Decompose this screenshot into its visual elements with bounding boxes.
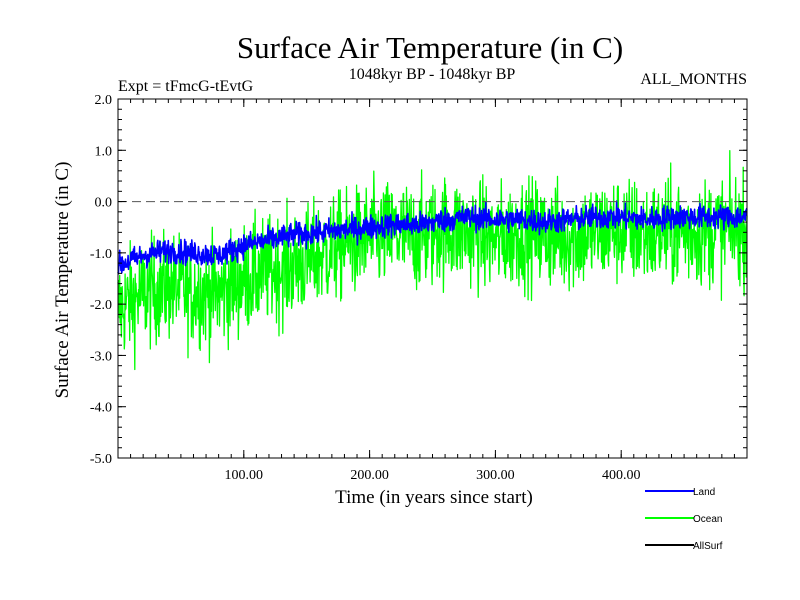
plot-area: 2.0 1.0 0.0 -1.0 -2.0 -3.0 -4.0 -5.0 100.00 200.0… (90, 93, 748, 483)
y-tick-label: 2.0 (95, 93, 113, 108)
y-tick-label: -3.0 (90, 349, 112, 364)
x-axis-label: Time (in years since start) (335, 487, 533, 508)
legend-allsurf-label: AllSurf (693, 541, 723, 552)
y-tick-label: -5.0 (90, 452, 112, 467)
y-axis-label: Surface Air Temperature (in C) (52, 162, 73, 399)
period-label: 1048kyr BP - 1048kyr BP (349, 66, 516, 83)
y-tick-label: -1.0 (90, 247, 112, 262)
chart-title: Surface Air Temperature (in C) (237, 30, 623, 65)
axis-ticks: 2.0 1.0 0.0 -1.0 -2.0 -3.0 -4.0 -5.0 100.00 200.0… (90, 93, 747, 483)
series-line-ocean (117, 200, 748, 275)
x-tick-label: 100.00 (225, 468, 264, 483)
series-ocean (117, 200, 748, 275)
experiment-label: Expt = tFmcG-tEvtG (118, 78, 254, 95)
y-tick-label: 0.0 (95, 196, 113, 211)
x-tick-label: 200.00 (350, 468, 389, 483)
y-tick-label: 1.0 (95, 144, 113, 159)
y-tick-label: -4.0 (90, 401, 112, 416)
x-tick-label: 300.00 (476, 468, 515, 483)
x-tick-label: 400.00 (602, 468, 641, 483)
legend: Land Ocean AllSurf (645, 487, 723, 552)
legend-ocean-label: Land (693, 487, 715, 498)
y-tick-label: -2.0 (90, 298, 112, 313)
months-label: ALL_MONTHS (640, 71, 747, 88)
legend-land-label: Ocean (693, 514, 722, 525)
